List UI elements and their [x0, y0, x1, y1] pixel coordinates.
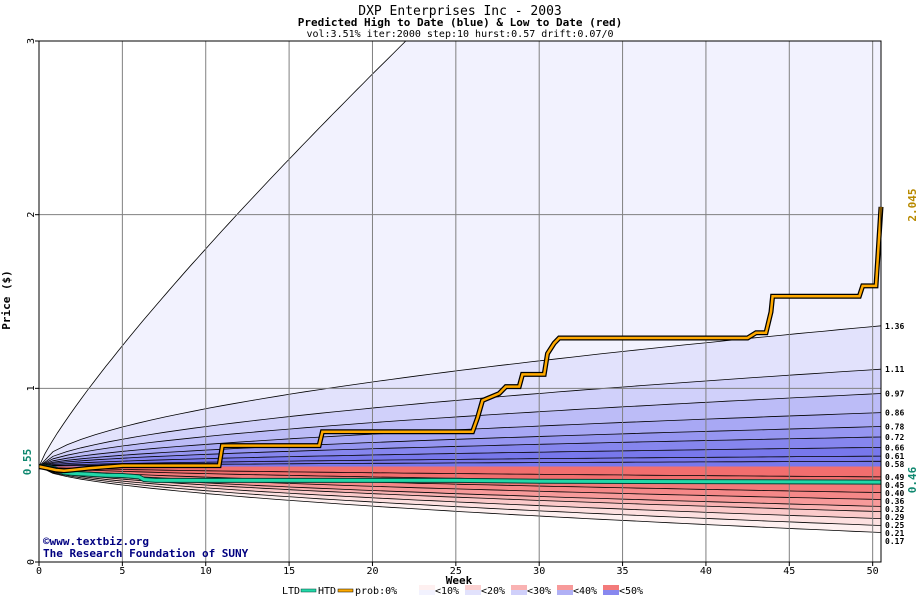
x-tick-label-50: 50 [867, 566, 879, 577]
low-band-0 [39, 466, 881, 477]
series-lines [38, 206, 884, 485]
legend-swatch-blue-1 [419, 590, 435, 595]
legend-label-4: <20% [481, 586, 505, 597]
chart-title: DXP Enterprises Inc - 2003 [358, 4, 562, 19]
high-band-edge-3 [38, 393, 882, 467]
watermark-org: The Research Foundation of SUNY [43, 547, 249, 560]
quantile-label-9: 0.49 [885, 473, 904, 482]
legend-swatch-blue-4 [557, 590, 573, 595]
chart-params: vol:3.51% iter:2000 step:10 hurst:0.57 d… [306, 29, 613, 40]
legend-swatch-blue-0 [399, 590, 415, 595]
htd-line [38, 206, 883, 473]
legend-swatch-htd [337, 588, 354, 593]
low-band-edge-2 [38, 466, 882, 493]
x-tick-label-20: 20 [366, 566, 378, 577]
quantile-label-13: 0.32 [885, 505, 904, 514]
x-tick-label-30: 30 [533, 566, 545, 577]
quantile-label-16: 0.21 [885, 529, 904, 538]
x-tick-label-15: 15 [283, 566, 295, 577]
quantile-label-2: 0.97 [885, 390, 904, 399]
ltd-end-label: 0.46 [906, 466, 919, 493]
high-band-edge-6 [38, 436, 882, 467]
legend-label-6: <40% [573, 586, 597, 597]
axes: 0 5 10 15 20 25 30 35 40 45 50 0 1 2 3 [26, 38, 882, 577]
y-tick-label-1: 1 [26, 385, 37, 391]
x-axis-label: Week [446, 574, 473, 587]
x-tick-label-0: 0 [36, 566, 42, 577]
x-tick-label-25: 25 [450, 566, 462, 577]
x-tick-label-10: 10 [200, 566, 212, 577]
quantile-label-8: 0.58 [885, 460, 904, 469]
high-band-9 [39, 461, 881, 467]
y-tick-label-0: 0 [26, 559, 37, 565]
chart-subtitle: Predicted High to Date (blue) & Low to D… [298, 16, 623, 29]
y-tick-label-3: 3 [26, 38, 37, 44]
legend-swatch-red-4 [557, 585, 573, 590]
y-axis-label: Price ($) [0, 270, 13, 330]
legend-swatch-red-0 [399, 585, 415, 590]
watermark-url: ©www.textbiz.org [43, 535, 149, 548]
legend-label-5: <30% [527, 586, 551, 597]
legend-swatch-red-1 [419, 585, 435, 590]
legend-swatch-red-2 [465, 585, 481, 590]
legend-label-7: <50% [619, 586, 643, 597]
legend: LTD HTD prob:0% <10% <20% <30% <40% <50% [282, 585, 643, 597]
quantile-label-14: 0.29 [885, 513, 904, 522]
quantile-labels: 1.36 1.11 0.97 0.86 0.780.720.660.610.58 0.49… [885, 322, 904, 546]
quantile-label-7: 0.61 [885, 452, 904, 461]
low-band-edge-6 [38, 466, 882, 519]
legend-swatch-blue-3 [511, 590, 527, 595]
y-tick-label-2: 2 [26, 212, 37, 218]
x-tick-label-40: 40 [700, 566, 712, 577]
legend-swatch-red-3 [511, 585, 527, 590]
quantile-label-5: 0.72 [885, 433, 904, 442]
quantile-label-3: 0.86 [885, 409, 904, 418]
legend-label-2: prob:0% [355, 586, 397, 597]
quantile-label-6: 0.66 [885, 443, 904, 452]
htd-end-label: 2.045 [906, 188, 919, 221]
low-band-edge-8 [38, 466, 882, 533]
low-band-edge-7 [38, 466, 882, 526]
legend-swatch-blue-2 [465, 590, 481, 595]
high-band-edge-5 [38, 426, 882, 467]
x-tick-label-45: 45 [783, 566, 795, 577]
high-band-edge-0 [38, 40, 881, 467]
high-band-edge-7 [38, 447, 882, 467]
plot-frame [38, 40, 882, 563]
high-band-edge-8 [38, 455, 882, 467]
legend-label-3: <10% [435, 586, 459, 597]
x-tick-label-35: 35 [617, 566, 629, 577]
quantile-label-11: 0.40 [885, 489, 904, 498]
quantile-label-17: 0.17 [885, 537, 904, 546]
quantile-label-15: 0.25 [885, 521, 904, 530]
probability-bands [38, 40, 882, 533]
low-band-edge-5 [38, 466, 882, 512]
x-tick-label-5: 5 [119, 566, 125, 577]
quantile-label-0: 1.36 [885, 322, 904, 331]
high-band-edge-2 [38, 368, 882, 467]
quantile-label-4: 0.78 [885, 423, 904, 432]
legend-swatch-blue-5 [603, 590, 619, 595]
legend-label-1: HTD [318, 586, 336, 597]
low-band-edge-0 [38, 466, 882, 478]
start-price-label: 0.55 [21, 449, 34, 476]
legend-swatch-red-5 [603, 585, 619, 590]
legend-swatch-ltd [300, 588, 317, 593]
legend-label-0: LTD [282, 586, 300, 597]
quantile-label-10: 0.45 [885, 481, 904, 490]
quantile-label-1: 1.11 [885, 365, 904, 374]
quantile-label-12: 0.36 [885, 497, 904, 506]
